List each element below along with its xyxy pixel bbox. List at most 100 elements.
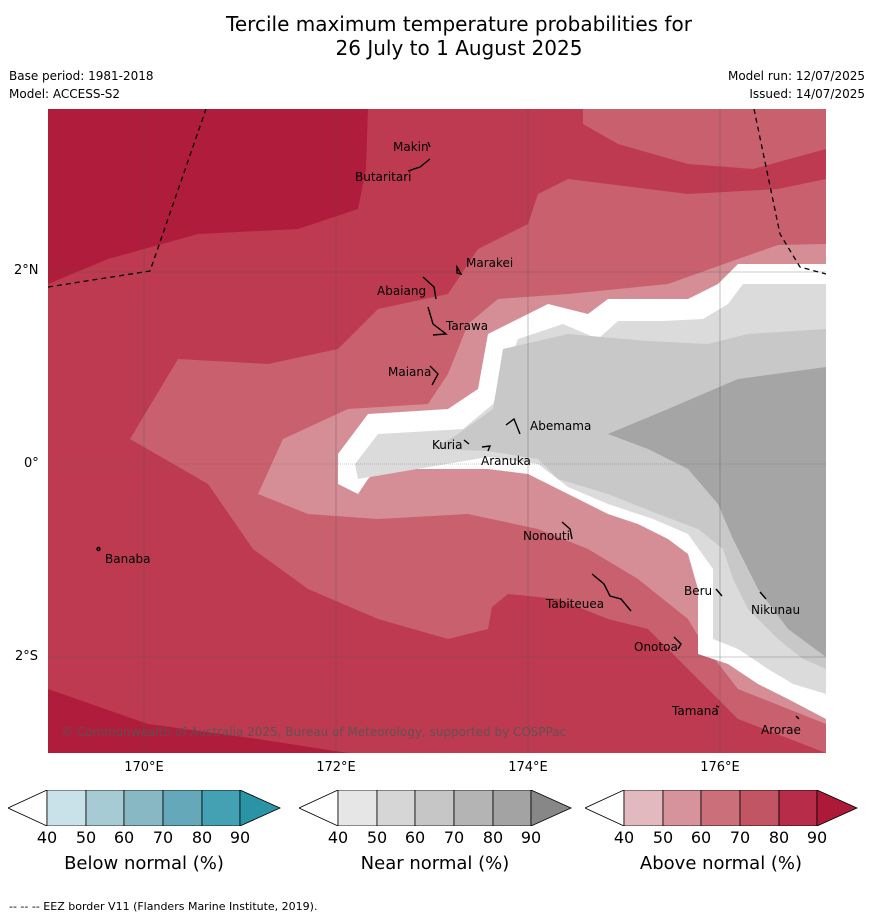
base-period: Base period: 1981-2018 (9, 69, 154, 83)
label-abaiang: Abaiang (377, 284, 426, 298)
map-title: Tercile maximum temperature probabilitie… (0, 12, 873, 60)
below-tick-70: 70 (152, 828, 174, 847)
colorbar-near-title: Near normal (%) (360, 853, 510, 874)
colorbar-above-bin-1 (623, 790, 664, 826)
island-aranuka (481, 445, 492, 452)
colorbar-above-title: Above normal (%) (639, 853, 803, 874)
label-nikunau: Nikunau (751, 603, 800, 617)
below-tick-40: 40 (36, 828, 58, 847)
island-abemama (505, 417, 521, 435)
below-tick-80: 80 (191, 828, 213, 847)
region-above-70-top-right (583, 109, 826, 169)
colorbar-below-bin-3 (123, 790, 164, 826)
label-makin: Makin (393, 140, 429, 154)
lon-label-172e: 172°E (316, 760, 356, 775)
above-tick-70: 70 (729, 828, 751, 847)
eez-footnote: -- -- -- EEZ border V11 (Flanders Marine… (9, 900, 318, 913)
islands (96, 141, 800, 720)
lon-label-174e: 174°E (508, 760, 548, 775)
near-tick-90: 90 (520, 828, 542, 847)
label-arorae: Arorae (761, 723, 801, 737)
meta-right: Model run: 12/07/2025 Issued: 14/07/2025 (728, 67, 865, 103)
label-marakei: Marakei (466, 256, 513, 270)
island-beru (715, 588, 723, 597)
forecast-map: Makin Butaritari Marakei Abaiang Tarawa … (48, 109, 826, 753)
colorbar-above (585, 790, 858, 826)
island-onotoa (673, 636, 682, 650)
above-tick-80: 80 (768, 828, 790, 847)
colorbar-above-max-arrow (816, 790, 858, 826)
colorbar-above-min-arrow (585, 790, 625, 826)
label-tamana: Tamana (671, 704, 719, 718)
place-labels: Makin Butaritari Marakei Abaiang Tarawa … (105, 140, 801, 737)
colorbar-above-bin-3 (700, 790, 741, 826)
colorbar-below-title: Below normal (%) (64, 853, 224, 874)
label-onotoa: Onotoa (634, 640, 678, 654)
colorbar-below-bin-5 (201, 790, 241, 826)
island-kuria (463, 439, 470, 445)
colorbar-below-bin-1 (46, 790, 87, 826)
island-tamana (715, 705, 720, 708)
colorbar-above-bin-5 (778, 790, 818, 826)
colorbar-below-bin-4 (162, 790, 203, 826)
region-above-60-patch (326, 546, 373, 561)
title-line-1: Tercile maximum temperature probabilitie… (226, 12, 692, 36)
colorbar-near-bin-4 (453, 790, 494, 826)
colorbar-below-max-arrow (239, 790, 281, 826)
label-butaritari: Butaritari (355, 170, 412, 184)
near-tick-50: 50 (366, 828, 388, 847)
colorbar-near-bin-3 (414, 790, 455, 826)
label-banaba: Banaba (105, 552, 151, 566)
colorbar-above-bin-2 (662, 790, 702, 826)
above-tick-90: 90 (806, 828, 828, 847)
near-tick-70: 70 (443, 828, 465, 847)
label-tarawa: Tarawa (445, 319, 488, 333)
colorbar-near-bin-1 (337, 790, 378, 826)
model-run: Model run: 12/07/2025 (727, 69, 865, 83)
near-tick-60: 60 (404, 828, 426, 847)
colorbar-near (299, 790, 572, 826)
island-banaba (96, 546, 101, 552)
label-abemama: Abemama (530, 419, 591, 433)
island-butaritari (407, 158, 431, 172)
label-maiana: Maiana (388, 365, 431, 379)
copyright-notice: © Commonwealth of Australia 2025, Bureau… (61, 725, 566, 739)
region-above-80-corner (48, 689, 348, 753)
lon-label-176e: 176°E (700, 760, 740, 775)
island-nonouti (561, 521, 573, 540)
island-tarawa (427, 306, 448, 336)
island-abaiang (422, 276, 437, 300)
island-nikunau (759, 591, 767, 600)
label-tabiteuea: Tabiteuea (545, 597, 604, 611)
above-tick-60: 60 (690, 828, 712, 847)
eez-border (48, 109, 826, 288)
colorbar-near-bin-2 (376, 790, 416, 826)
colorbar-near-bin-5 (492, 790, 532, 826)
above-tick-50: 50 (652, 828, 674, 847)
lat-label-2s: 2°S (15, 649, 39, 664)
colorbar-near-max-arrow (530, 790, 572, 826)
model-name: Model: ACCESS-S2 (9, 87, 121, 101)
issued-date: Issued: 14/07/2025 (749, 87, 865, 101)
region-near-70 (608, 367, 826, 657)
title-line-2: 26 July to 1 August 2025 (335, 36, 583, 60)
label-kuria: Kuria (432, 438, 463, 452)
lat-label-2n: 2°N (14, 263, 39, 278)
island-makin (427, 141, 431, 148)
below-tick-90: 90 (229, 828, 251, 847)
lat-label-0: 0° (24, 456, 39, 471)
below-tick-50: 50 (75, 828, 97, 847)
near-tick-80: 80 (482, 828, 504, 847)
colorbar-near-min-arrow (299, 790, 339, 826)
colorbar-below-min-arrow (8, 790, 48, 826)
colorbar-below-bin-2 (85, 790, 125, 826)
near-tick-40: 40 (327, 828, 349, 847)
label-beru: Beru (684, 584, 712, 598)
above-tick-40: 40 (613, 828, 635, 847)
label-nonouti: Nonouti (523, 529, 570, 543)
island-arorae (795, 715, 800, 720)
colorbar-below (8, 790, 281, 826)
label-aranuka: Aranuka (481, 454, 531, 468)
below-tick-60: 60 (113, 828, 135, 847)
meta-left: Base period: 1981-2018 Model: ACCESS-S2 (9, 67, 154, 103)
